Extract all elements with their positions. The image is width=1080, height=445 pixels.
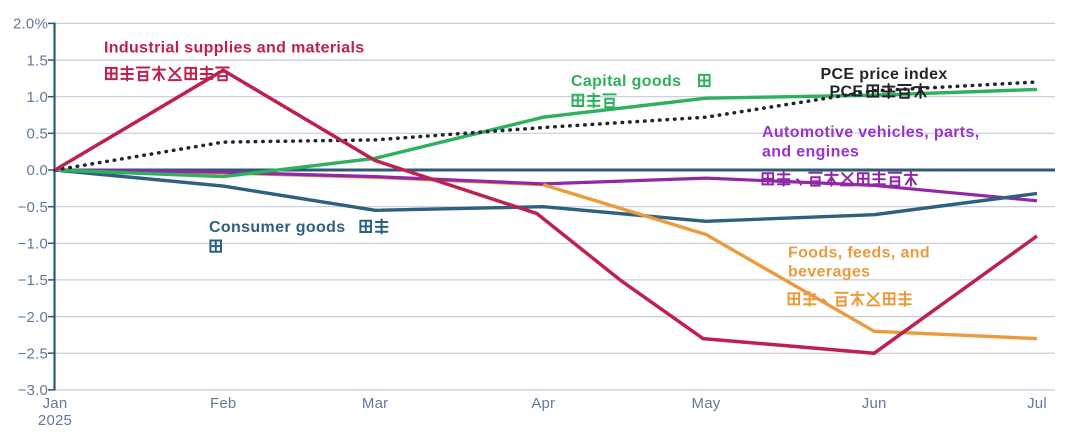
svg-text:2.0%: 2.0%	[13, 16, 48, 33]
svg-text:May: May	[692, 395, 721, 412]
svg-text:beverages: beverages	[788, 263, 870, 280]
svg-text:PCE price index: PCE price index	[821, 66, 948, 83]
svg-text:Jul: Jul	[1027, 395, 1047, 412]
svg-text:Industrial supplies and materi: Industrial supplies and materials	[104, 39, 365, 56]
svg-text:Jun: Jun	[862, 395, 887, 412]
svg-text:1.0: 1.0	[27, 89, 48, 106]
svg-text:0.5: 0.5	[27, 126, 48, 143]
svg-text:Apr: Apr	[531, 395, 555, 412]
svg-text:Capital goods: Capital goods	[571, 73, 681, 90]
svg-text:−1.0: −1.0	[18, 236, 48, 253]
svg-text:2025: 2025	[38, 412, 72, 429]
svg-text:−1.5: −1.5	[18, 272, 48, 289]
svg-text:Mar: Mar	[362, 395, 388, 412]
svg-text:Consumer goods: Consumer goods	[209, 219, 345, 236]
svg-text:and engines: and engines	[762, 144, 859, 161]
svg-text:Automotive vehicles, parts,: Automotive vehicles, parts,	[762, 124, 980, 141]
svg-text:0.0: 0.0	[27, 162, 48, 179]
svg-text:Feb: Feb	[210, 395, 236, 412]
svg-text:Jan: Jan	[43, 395, 68, 412]
svg-text:−2.0: −2.0	[18, 309, 48, 326]
svg-text:1.5: 1.5	[27, 52, 48, 69]
svg-text:−2.5: −2.5	[18, 345, 48, 362]
svg-text:Foods, feeds, and: Foods, feeds, and	[788, 244, 930, 261]
svg-text:−3.0: −3.0	[18, 382, 48, 399]
svg-text:PCE: PCE	[830, 84, 864, 101]
svg-text:−0.5: −0.5	[18, 199, 48, 216]
